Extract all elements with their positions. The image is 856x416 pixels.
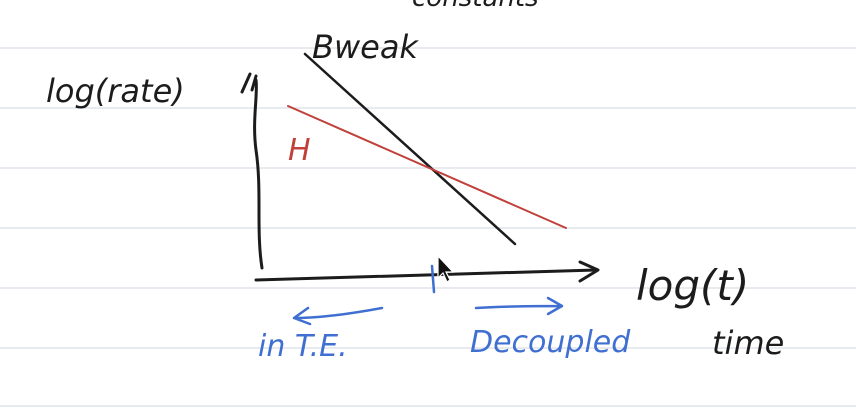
- x-axis-sublabel: time: [712, 324, 784, 362]
- x-axis-label: log(t): [636, 261, 749, 310]
- left-region-arrow: [292, 306, 384, 326]
- y-axis-line: [253, 78, 264, 270]
- y-axis-arrowhead: [240, 72, 258, 94]
- top-text-fragment: constants: [412, 0, 539, 13]
- x-axis-arrowhead: [578, 260, 600, 283]
- blue-tick-mark: [430, 264, 436, 294]
- red-line-label: H: [288, 133, 311, 168]
- mouse-pointer-icon: [437, 254, 455, 283]
- right-region-label: Decoupled: [470, 325, 631, 360]
- red-line: [287, 105, 567, 229]
- y-axis-label: log(rate): [46, 72, 185, 110]
- x-axis-line: [254, 268, 598, 282]
- left-region-label: in T.E.: [258, 329, 348, 364]
- black-line-label: Bweak: [312, 28, 419, 66]
- right-region-arrow: [474, 296, 564, 316]
- black-line: [303, 52, 517, 246]
